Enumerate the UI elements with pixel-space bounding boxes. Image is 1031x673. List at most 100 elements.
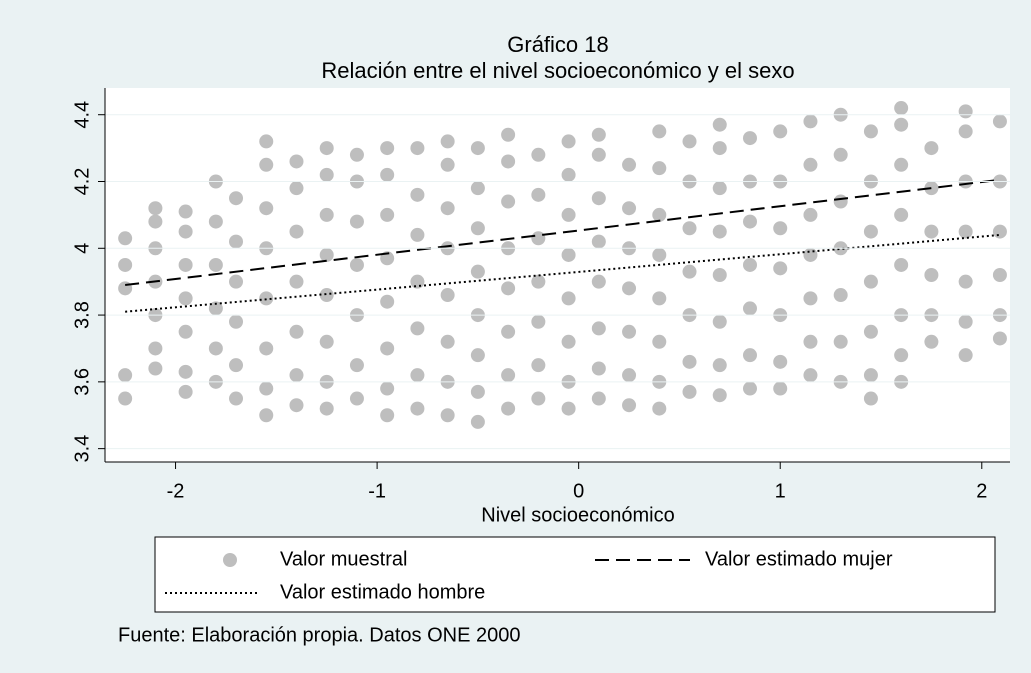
point [531,147,546,162]
point [894,117,909,132]
point [319,167,334,182]
point [229,274,244,289]
point [178,224,193,239]
point [470,181,485,196]
point [501,281,516,296]
point [803,334,818,349]
legend-label: Valor estimado hombre [280,581,485,603]
point [289,154,304,169]
point [319,207,334,222]
point [992,268,1007,282]
point [591,234,606,249]
point [652,247,667,262]
point [894,157,909,172]
point [289,224,304,239]
point [229,391,244,406]
point [178,291,193,306]
point [380,341,395,356]
point [319,401,334,416]
point [380,207,395,222]
point [622,201,637,216]
point [410,321,425,336]
point [958,104,973,119]
point [958,124,973,139]
point [561,401,576,416]
point [470,348,485,363]
point [289,324,304,339]
point [652,124,667,139]
point [591,191,606,206]
point [682,264,697,279]
point [208,257,223,272]
point [440,157,455,172]
point [712,181,727,196]
point [349,358,364,373]
y-tick-label: 3.8 [71,301,93,329]
point [531,231,546,246]
point [410,274,425,289]
point [833,194,848,209]
fit-line [125,233,1001,313]
x-tick-label: -1 [368,480,386,502]
point [682,354,697,369]
point [591,127,606,142]
point [682,221,697,236]
point [470,414,485,429]
point [803,114,818,129]
point [992,331,1007,346]
y-tick-label: 4.4 [71,101,93,129]
point [410,401,425,416]
point [118,391,133,406]
point [501,127,516,142]
point [319,288,334,303]
point [803,247,818,262]
point [742,214,757,229]
x-tick-label: -2 [167,480,185,502]
point [501,401,516,416]
point [289,368,304,383]
x-tick-label: 0 [573,480,584,502]
point [410,227,425,242]
point [289,398,304,413]
point [652,161,667,176]
point [682,384,697,399]
point [863,391,878,406]
point [958,348,973,363]
point [470,264,485,279]
point [319,334,334,349]
point [924,224,939,239]
point [803,368,818,383]
point [833,288,848,303]
point [148,214,163,229]
point [622,281,637,296]
point [863,324,878,339]
point [622,324,637,339]
point [349,391,364,406]
y-tick-label: 3.6 [71,368,93,396]
point [380,167,395,182]
point [118,231,133,246]
point [259,157,274,172]
point [712,358,727,373]
point [712,314,727,329]
point [380,294,395,309]
point [501,324,516,339]
point [591,391,606,406]
point [652,334,667,349]
point [924,334,939,349]
chart-title: Gráfico 18 [507,32,609,57]
point [622,157,637,172]
point [440,288,455,303]
point [531,391,546,406]
x-tick-label: 1 [775,480,786,502]
point [773,124,788,139]
point [561,334,576,349]
point [410,368,425,383]
point [958,274,973,289]
point [178,324,193,339]
point [561,134,576,149]
point [894,207,909,222]
point [148,361,163,376]
chart-subtitle: Relación entre el nivel socioeconómico y… [321,58,794,83]
